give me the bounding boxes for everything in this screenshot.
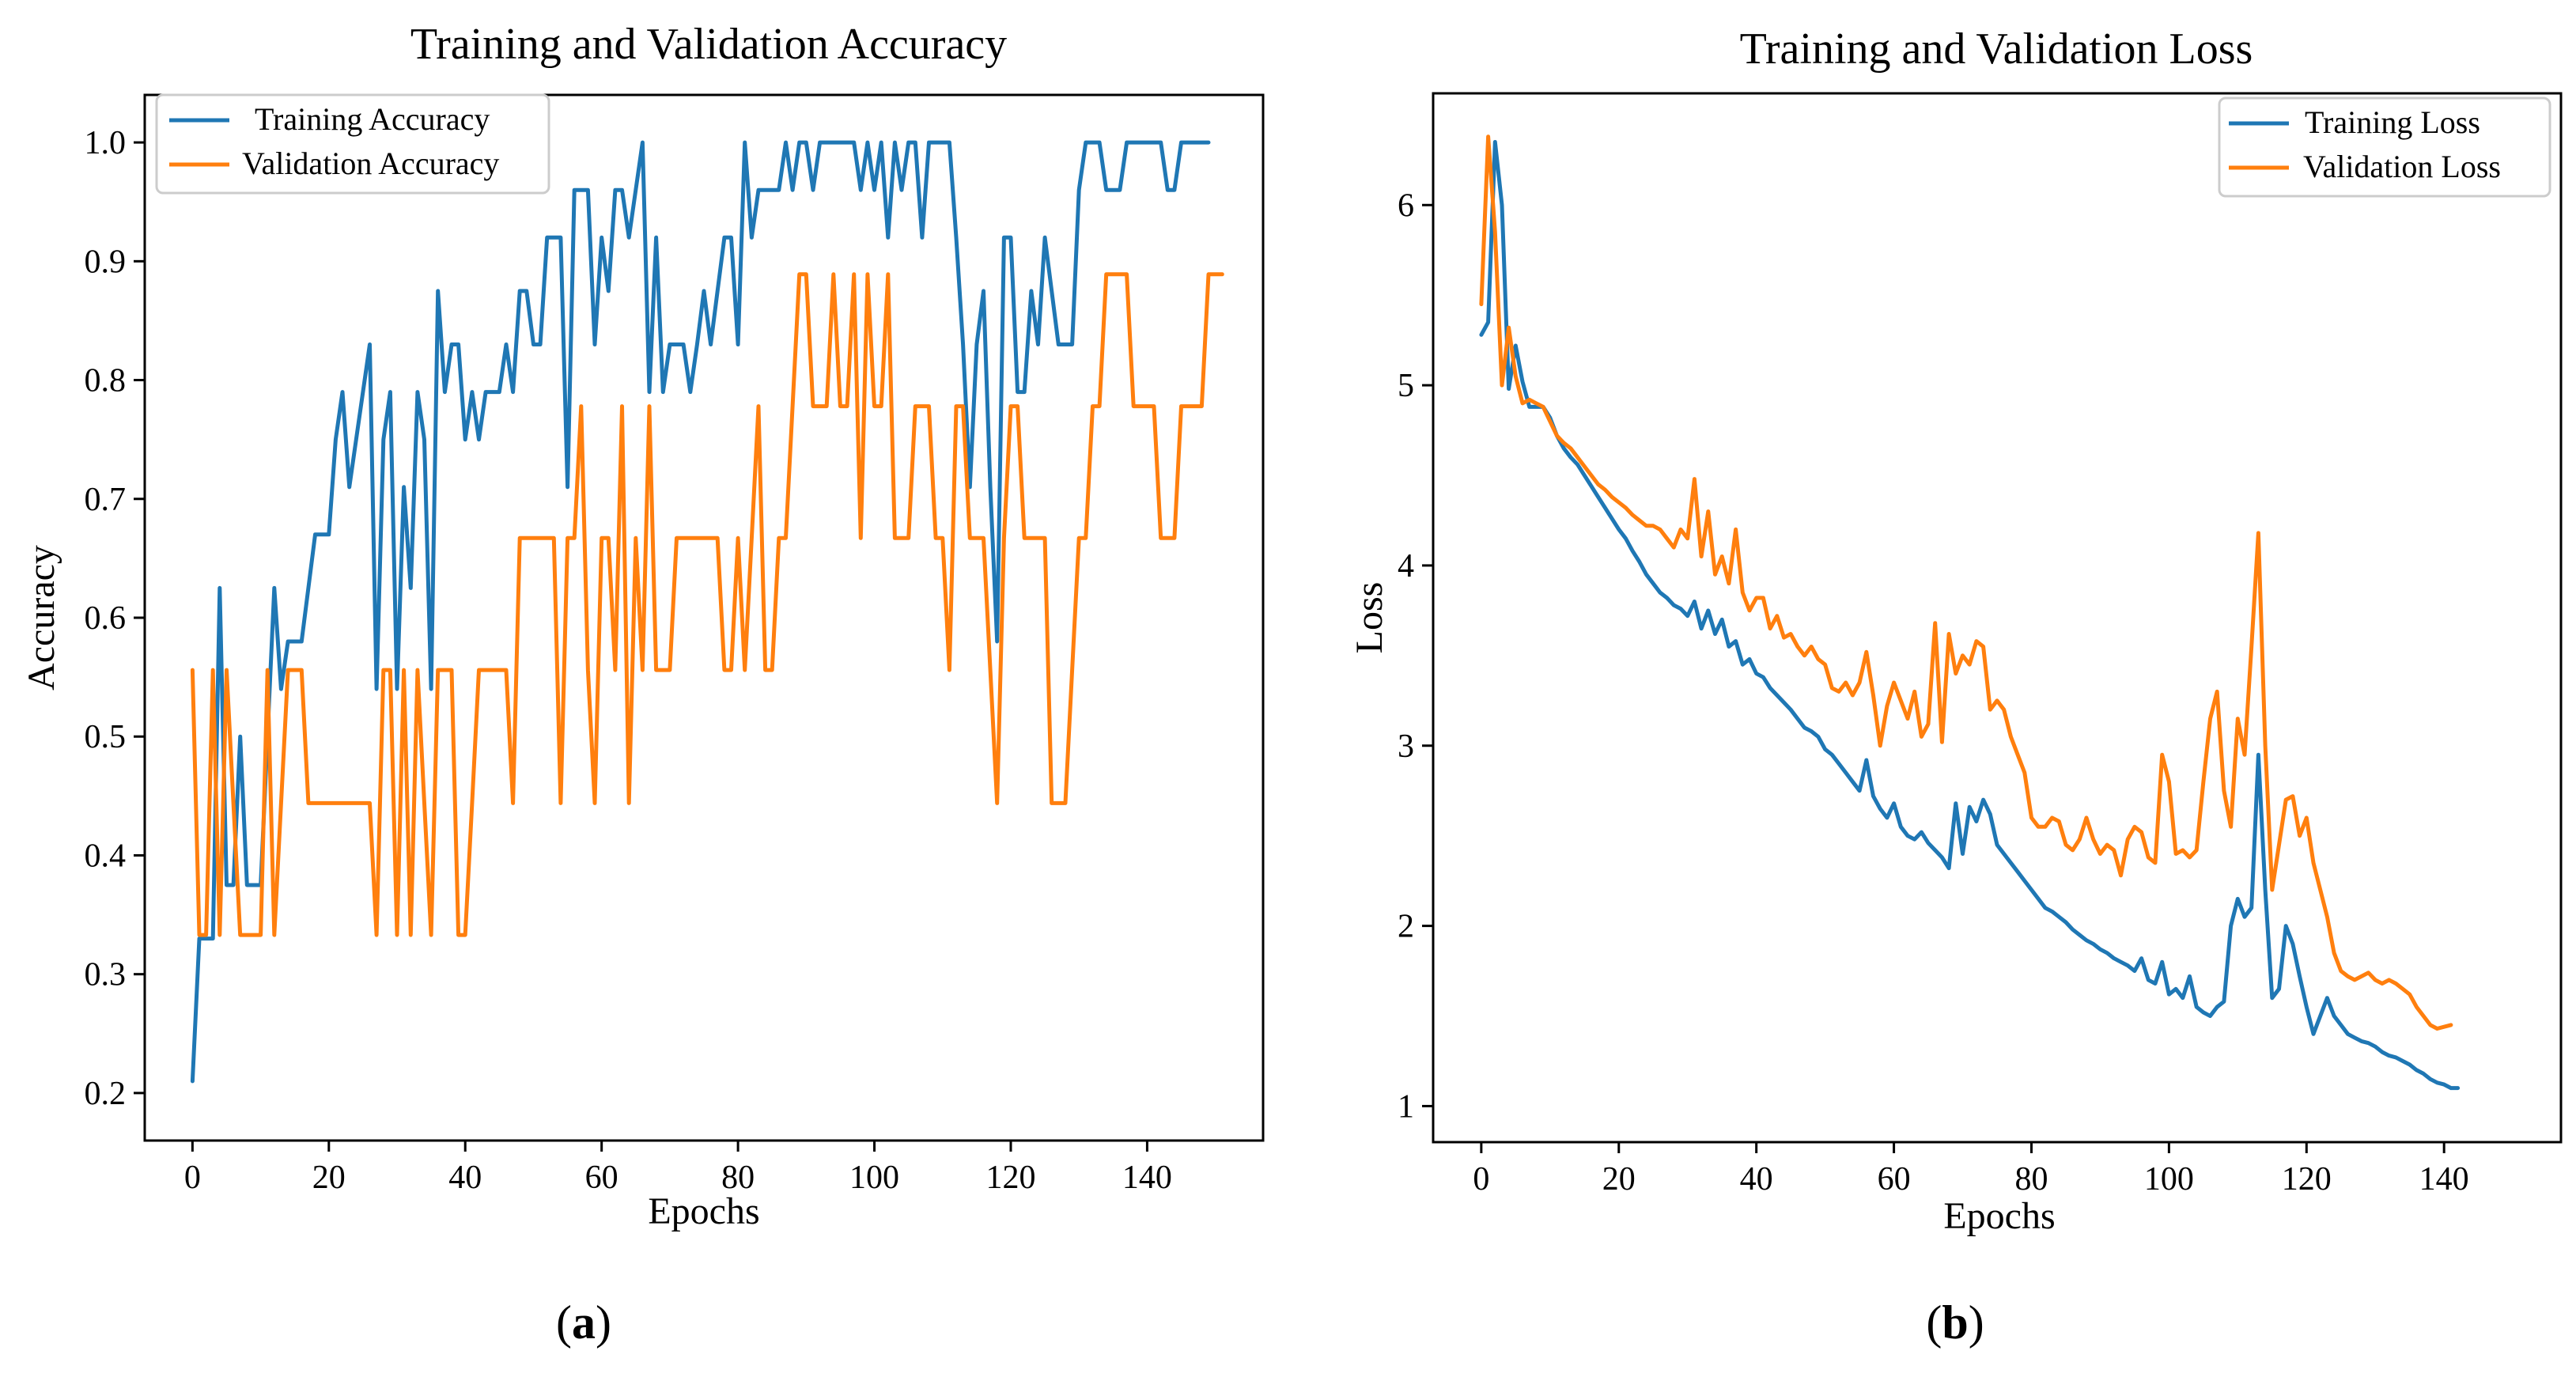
series-line-validation-loss <box>1479 134 2453 1031</box>
x-axis-label: Epochs <box>648 1190 759 1232</box>
y-tick-label: 0.2 <box>85 1076 127 1112</box>
x-tick-label: 20 <box>312 1160 346 1196</box>
legend-label-training-loss: Training Loss <box>2305 104 2480 140</box>
x-tick-label: 140 <box>2419 1161 2469 1197</box>
plot-frame <box>143 93 1265 1142</box>
legend-label-validation-loss: Validation Loss <box>2303 149 2501 184</box>
x-tick-label: 80 <box>2014 1161 2048 1197</box>
legend: Training Accuracy Validation Accuracy <box>155 93 550 195</box>
y-tick-label: 1 <box>1398 1088 1414 1125</box>
chart-title: Training and Validation Accuracy <box>410 20 1007 69</box>
y-axis-label: Accuracy <box>21 545 62 690</box>
y-tick-label: 5 <box>1398 368 1414 404</box>
ticks-group: 0 20 40 60 80 100 120 140 1 2 3 4 5 6 <box>1398 187 2469 1197</box>
legend-box <box>155 93 550 195</box>
legend-box <box>2218 96 2551 198</box>
accuracy-chart: Training and Validation Accuracy 0 20 40 60… <box>21 20 1265 1232</box>
loss-chart: Training and Validation Loss 0 20 40 60 80 10… <box>1349 25 2563 1237</box>
chart-title: Training and Validation Loss <box>1740 25 2253 74</box>
x-axis-label: Epochs <box>1943 1195 2055 1237</box>
y-tick-label: 2 <box>1398 909 1414 945</box>
x-tick-label: 120 <box>2282 1161 2332 1197</box>
x-tick-label: 0 <box>184 1160 201 1196</box>
y-tick-label: 6 <box>1398 187 1414 224</box>
y-tick-label: 4 <box>1398 548 1414 585</box>
series-line-training-loss <box>1479 140 2461 1091</box>
x-tick-label: 20 <box>1602 1161 1636 1197</box>
y-tick-label: 0.6 <box>85 600 127 637</box>
x-tick-label: 140 <box>1122 1160 1172 1196</box>
x-tick-label: 100 <box>849 1160 899 1196</box>
y-axis-label: Loss <box>1349 582 1390 654</box>
y-tick-label: 0.3 <box>85 957 127 993</box>
series-group <box>1479 134 2461 1091</box>
series-line-validation-accuracy <box>190 272 1224 937</box>
panel-label-a: (a) <box>556 1296 611 1349</box>
x-tick-label: 40 <box>1740 1161 1773 1197</box>
series-line-training-accuracy <box>190 140 1211 1084</box>
x-tick-label: 60 <box>585 1160 618 1196</box>
y-tick-label: 3 <box>1398 728 1414 765</box>
ticks-group: 0 20 40 60 80 100 120 140 0.2 0.3 0.4 0.5 0.6 0.7 0.8 0… <box>85 125 1172 1196</box>
x-tick-label: 100 <box>2144 1161 2194 1197</box>
x-tick-label: 80 <box>721 1160 755 1196</box>
x-tick-label: 40 <box>448 1160 482 1196</box>
y-tick-label: 1.0 <box>85 125 127 161</box>
y-tick-label: 0.9 <box>85 244 127 280</box>
plot-frame <box>1432 92 2563 1144</box>
legend-label-validation-accuracy: Validation Accuracy <box>242 146 499 181</box>
y-tick-label: 0.5 <box>85 719 127 755</box>
x-tick-label: 120 <box>985 1160 1035 1196</box>
legend-label-training-accuracy: Training Accuracy <box>255 101 490 137</box>
series-group <box>190 140 1224 1084</box>
y-tick-label: 0.4 <box>85 838 127 874</box>
x-tick-label: 60 <box>1878 1161 1911 1197</box>
panel-label-b: (b) <box>1926 1296 1984 1349</box>
x-tick-label: 0 <box>1473 1161 1489 1197</box>
legend: Training Loss Validation Loss <box>2218 96 2551 198</box>
y-tick-label: 0.8 <box>85 363 127 399</box>
y-tick-label: 0.7 <box>85 482 127 518</box>
